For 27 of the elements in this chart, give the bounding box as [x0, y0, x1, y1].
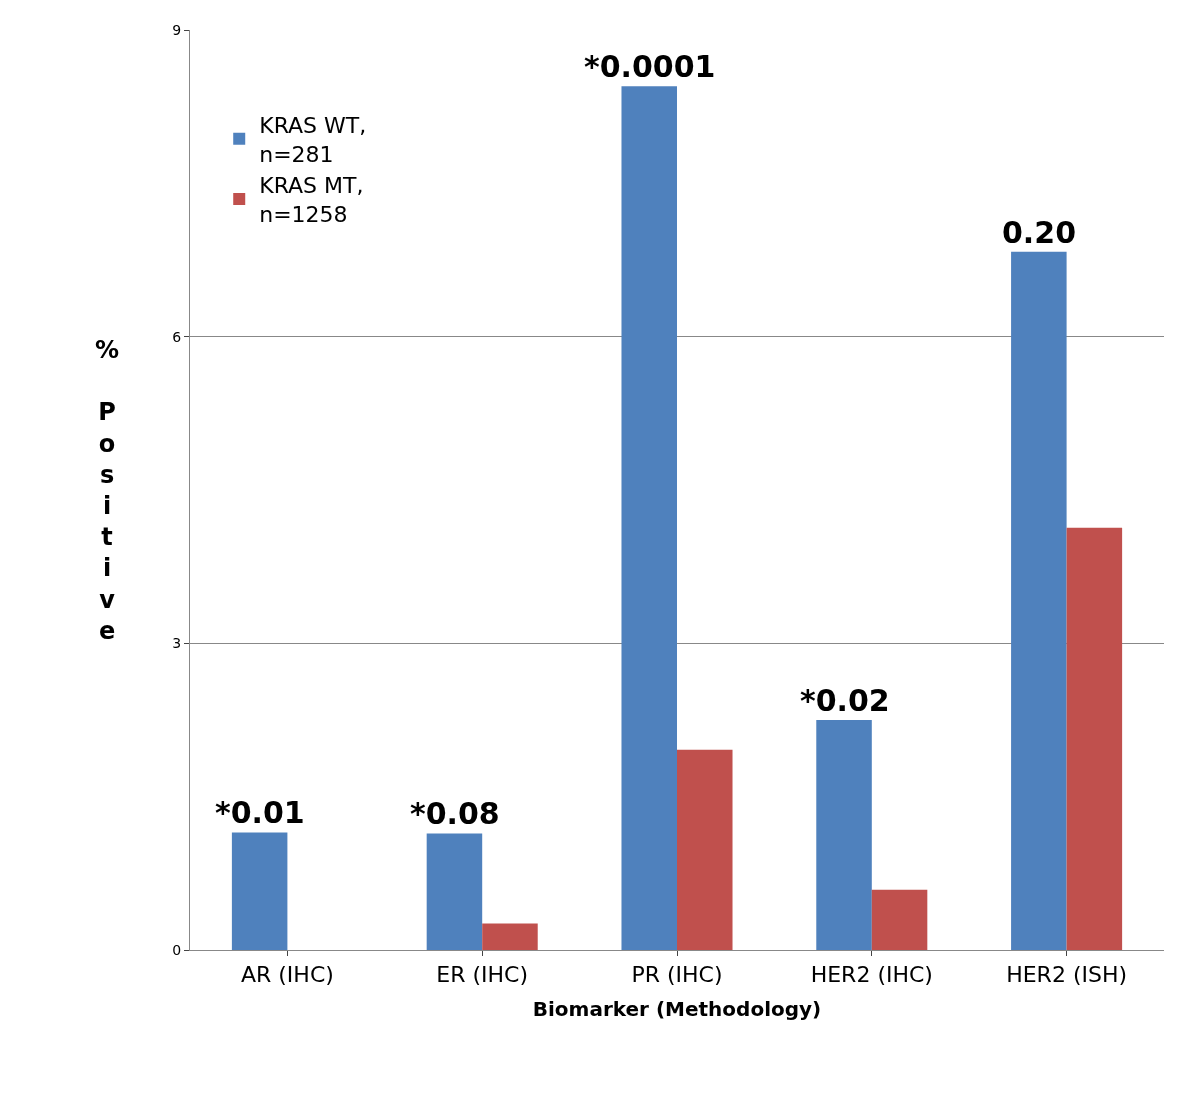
annotation: *0.08 [410, 796, 500, 831]
annotation: *0.01 [215, 795, 305, 830]
bar [482, 923, 538, 950]
x-tick-label: HER2 (ISH) [1006, 962, 1128, 988]
y-tick-label: 3 [172, 635, 182, 652]
bar [871, 889, 928, 950]
y-tick-label: 0 [172, 941, 182, 958]
y-tick-label: 6 [172, 328, 182, 345]
annotation: 0.20 [1002, 215, 1077, 250]
annotation: *0.0001 [584, 49, 716, 84]
annotation: *0.02 [800, 683, 890, 718]
x-tick-label: HER2 (IHC) [810, 962, 933, 988]
bar [1011, 251, 1067, 950]
bar [426, 833, 483, 950]
x-axis-title: Biomarker (Methodology) [532, 996, 822, 1021]
legend-label: KRAS MT, n=1258 [259, 173, 364, 227]
legend-label: KRAS WT, n=281 [259, 112, 367, 167]
text: % Positive [95, 336, 120, 645]
x-tick-label: AR (IHC) [240, 962, 334, 988]
bar [1066, 527, 1123, 950]
bar [816, 720, 872, 950]
bar [231, 832, 288, 950]
x-tick-label: ER (IHC) [436, 962, 529, 988]
x-tick-label: PR (IHC) [631, 962, 723, 988]
bar [621, 86, 677, 950]
y-tick-label: 9 [172, 21, 182, 38]
bar [677, 749, 733, 950]
